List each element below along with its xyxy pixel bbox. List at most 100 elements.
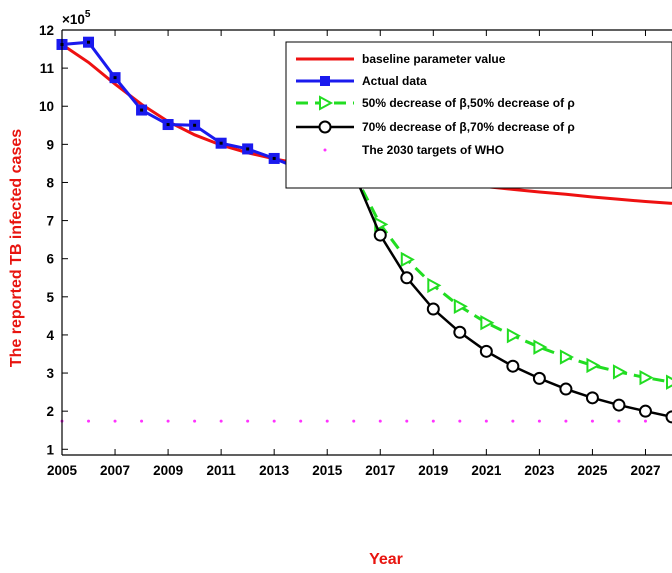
y-tick-label: 2 — [46, 404, 54, 419]
x-tick-label: 2023 — [524, 463, 555, 478]
actual-data-point-center — [193, 123, 197, 127]
decrease-50-point — [453, 298, 468, 315]
y-axis-exponent-power: 5 — [85, 9, 91, 20]
who-target-point — [484, 419, 488, 423]
x-tick-label: 2027 — [630, 463, 660, 478]
who-target-point — [246, 419, 250, 423]
y-tick-label: 9 — [46, 137, 54, 152]
who-target-point — [617, 419, 621, 423]
decrease-50-point — [427, 277, 442, 294]
actual-data-point-center — [272, 156, 276, 160]
legend-label-who-targets: The 2030 targets of WHO — [362, 143, 504, 157]
actual-data-point-center — [113, 76, 117, 80]
decrease-50-point — [480, 315, 495, 331]
actual-data-point-center — [140, 108, 144, 112]
x-tick-label: 2017 — [365, 463, 395, 478]
who-target-point — [272, 419, 276, 423]
legend-swatches — [296, 57, 354, 152]
who-target-point — [458, 419, 462, 423]
decrease-50-point — [639, 369, 654, 386]
x-tick-label: 2005 — [47, 463, 78, 478]
y-tick-label: 11 — [40, 61, 55, 76]
who-target-point — [537, 419, 541, 423]
who-target-point — [405, 419, 409, 423]
who-target-point — [140, 419, 144, 423]
x-tick-label: 2009 — [153, 463, 183, 478]
legend-label-70-percent-decrease: 70% decrease of β,70% decrease of ρ — [362, 120, 575, 134]
y-tick-label: 5 — [46, 290, 54, 305]
legend-swatch-70-marker — [318, 120, 332, 134]
legend-swatch-actual-marker — [320, 76, 330, 86]
x-tick-label: 2013 — [259, 463, 290, 478]
who-target-point — [87, 419, 91, 423]
actual-data-point-center — [219, 141, 223, 145]
who-target-point — [193, 419, 197, 423]
who-target-point — [564, 419, 568, 423]
x-tick-label: 2019 — [418, 463, 448, 478]
decrease-70-point — [665, 410, 672, 424]
who-target-point — [511, 419, 515, 423]
decrease-50-point — [586, 357, 601, 374]
decrease-70-point — [612, 398, 626, 412]
y-tick-label: 6 — [46, 252, 54, 267]
who-target-point — [166, 419, 170, 423]
who-target-point — [643, 419, 647, 423]
decrease-70-point — [479, 344, 493, 358]
decrease-70-point — [453, 325, 467, 339]
y-tick-label: 8 — [46, 175, 54, 190]
decrease-70-point — [532, 371, 546, 385]
y-tick-label: 12 — [39, 23, 54, 38]
y-tick-label: 4 — [46, 328, 54, 343]
decrease-70-point — [585, 391, 599, 405]
decrease-70-point — [506, 359, 520, 373]
x-tick-label: 2015 — [312, 463, 343, 478]
who-target-point — [325, 419, 329, 423]
decrease-70-point — [638, 404, 652, 418]
y-tick-label: 7 — [46, 214, 54, 229]
actual-data-point-center — [246, 147, 250, 151]
y-axis-label: The reported TB infected cases — [8, 129, 25, 367]
actual-data-point-center — [87, 40, 91, 44]
y-tick-label: 1 — [46, 442, 54, 457]
legend: baseline parameter value Actual data 50%… — [285, 41, 672, 189]
legend-swatch-who-marker — [323, 148, 327, 152]
legend-label-actual-data: Actual data — [362, 74, 427, 88]
who-target-point — [219, 419, 223, 423]
decrease-50-point — [612, 364, 628, 380]
who-target-point — [590, 419, 594, 423]
x-tick-label: 2007 — [100, 463, 130, 478]
who-target-point — [299, 419, 303, 423]
who-target-point — [352, 419, 356, 423]
decrease-50-point — [533, 339, 548, 355]
y-axis-exponent: ×105 — [62, 9, 91, 27]
y-tick-label: 10 — [39, 99, 54, 114]
who-target-point — [431, 419, 435, 423]
legend-box — [285, 41, 672, 189]
x-tick-label: 2011 — [206, 463, 236, 478]
legend-label-50-percent-decrease: 50% decrease of β,50% decrease of ρ — [362, 96, 575, 110]
x-axis-label: Year — [369, 551, 403, 568]
decrease-50-point — [666, 374, 672, 390]
who-target-point — [113, 419, 117, 423]
actual-data-point-center — [166, 123, 170, 127]
legend-swatch-50-marker — [319, 95, 334, 111]
who-target-point — [378, 419, 382, 423]
decrease-70-line — [352, 172, 672, 419]
decrease-70-point — [559, 382, 573, 396]
series-layer — [56, 36, 672, 424]
decrease-70-point — [373, 228, 387, 242]
decrease-70-point — [426, 302, 440, 316]
decrease-50-point — [400, 251, 415, 268]
x-tick-label: 2021 — [471, 463, 502, 478]
legend-label-baseline: baseline parameter value — [362, 52, 506, 66]
y-axis-exponent-base: ×10 — [62, 12, 85, 27]
decrease-50-point — [559, 349, 575, 365]
decrease-50-point — [506, 328, 521, 344]
y-tick-label: 3 — [46, 366, 54, 381]
x-tick-label: 2025 — [577, 463, 608, 478]
axes-layer — [61, 29, 672, 456]
decrease-70-point — [400, 271, 414, 285]
tick-layer: 2005 2007 2009 2011 2013 2015 2017 2019 2021 2023… — [39, 23, 661, 478]
